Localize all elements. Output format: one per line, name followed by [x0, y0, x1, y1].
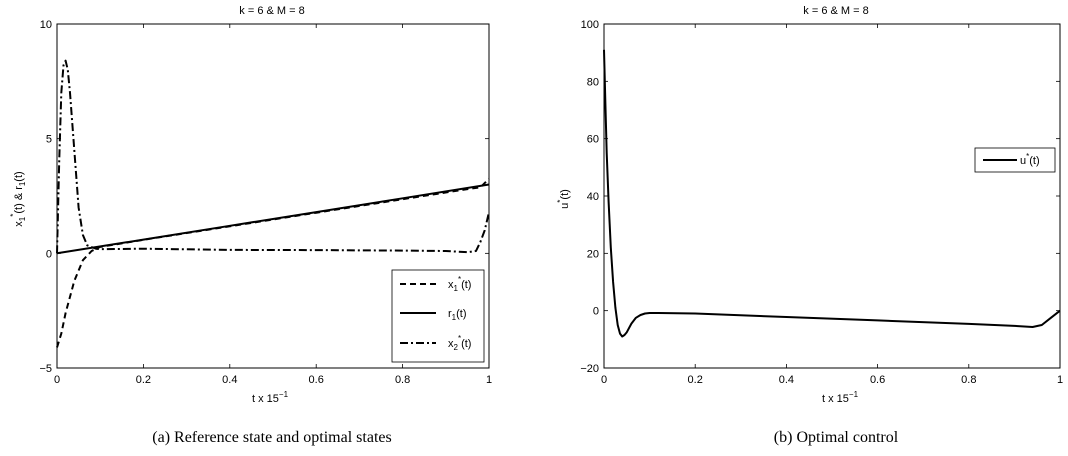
chart-b-plot-area — [603, 23, 1061, 369]
legend-label-r1: r1(t) — [448, 308, 467, 322]
chart-a-series — [56, 59, 490, 348]
chart-a-y-tick-label: 0 — [46, 248, 52, 260]
chart-b-x-tick-label: 1 — [1057, 374, 1063, 386]
chart-a-title: k = 6 & M = 8 — [239, 5, 304, 17]
chart-b-x-tick-label: 0.6 — [870, 374, 885, 386]
chart-b-y-tick-label: 100 — [581, 19, 599, 31]
chart-a-x-tick-label: 0.4 — [222, 374, 237, 386]
chart-b-x-ticks: 0 0.2 0.4 0.6 0.8 1 — [601, 24, 1063, 386]
chart-b-y-tick-label: 20 — [587, 248, 599, 260]
chart-a-legend: x1*(t) r1(t) x2*(t) — [391, 269, 485, 363]
chart-a-x-tick-label: 0 — [54, 374, 60, 386]
chart-a-x-tick-label: 0.2 — [136, 374, 151, 386]
chart-b-y-tick-label: 40 — [587, 191, 599, 203]
chart-a-y-ticks: −5 0 5 10 — [39, 19, 489, 375]
chart-b-x-tick-label: 0 — [601, 374, 607, 386]
chart-b-series-line-0 — [603, 49, 1061, 338]
chart-a-series-line-1 — [56, 183, 490, 255]
chart-b-title: k = 6 & M = 8 — [803, 5, 868, 17]
chart-a-x-label: t x 15−1 — [252, 390, 289, 405]
chart-b-y-tick-label: −20 — [580, 363, 599, 375]
chart-a-x-ticks: 0 0.2 0.4 0.6 0.8 1 — [54, 24, 492, 386]
chart-b-y-tick-label: 0 — [593, 306, 599, 318]
chart-a-y-label: x1*(t) & r1(t) — [9, 171, 27, 226]
chart-a-series-line-2 — [56, 59, 490, 254]
chart-a-x-tick-label: 0.6 — [309, 374, 324, 386]
chart-a-x-tick-label: 0.8 — [395, 374, 410, 386]
legend-label-u: u*(t) — [1020, 152, 1040, 167]
chart-a-y-tick-label: 5 — [46, 134, 52, 146]
caption-a: (a) Reference state and optimal states — [152, 429, 391, 446]
chart-optimal-control: k = 6 & M = 8 0 0.2 0.4 0.6 0.8 1 −2002040608… — [556, 5, 1063, 405]
chart-a-y-tick-label: 10 — [40, 19, 52, 31]
chart-b-x-tick-label: 0.4 — [779, 374, 794, 386]
chart-b-series — [603, 49, 1061, 338]
chart-b-y-tick-label: 60 — [587, 134, 599, 146]
chart-b-x-tick-label: 0.2 — [688, 374, 703, 386]
chart-a-y-tick-label: −5 — [39, 363, 52, 375]
chart-b-x-label: t x 15−1 — [822, 390, 859, 405]
chart-b-legend: u*(t) — [974, 147, 1056, 173]
chart-a-x-tick-label: 1 — [486, 374, 492, 386]
chart-b-x-tick-label: 0.8 — [961, 374, 976, 386]
chart-b-y-tick-label: 80 — [587, 76, 599, 88]
caption-b: (b) Optimal control — [774, 429, 899, 446]
chart-b-y-label: u*(t) — [556, 189, 571, 209]
